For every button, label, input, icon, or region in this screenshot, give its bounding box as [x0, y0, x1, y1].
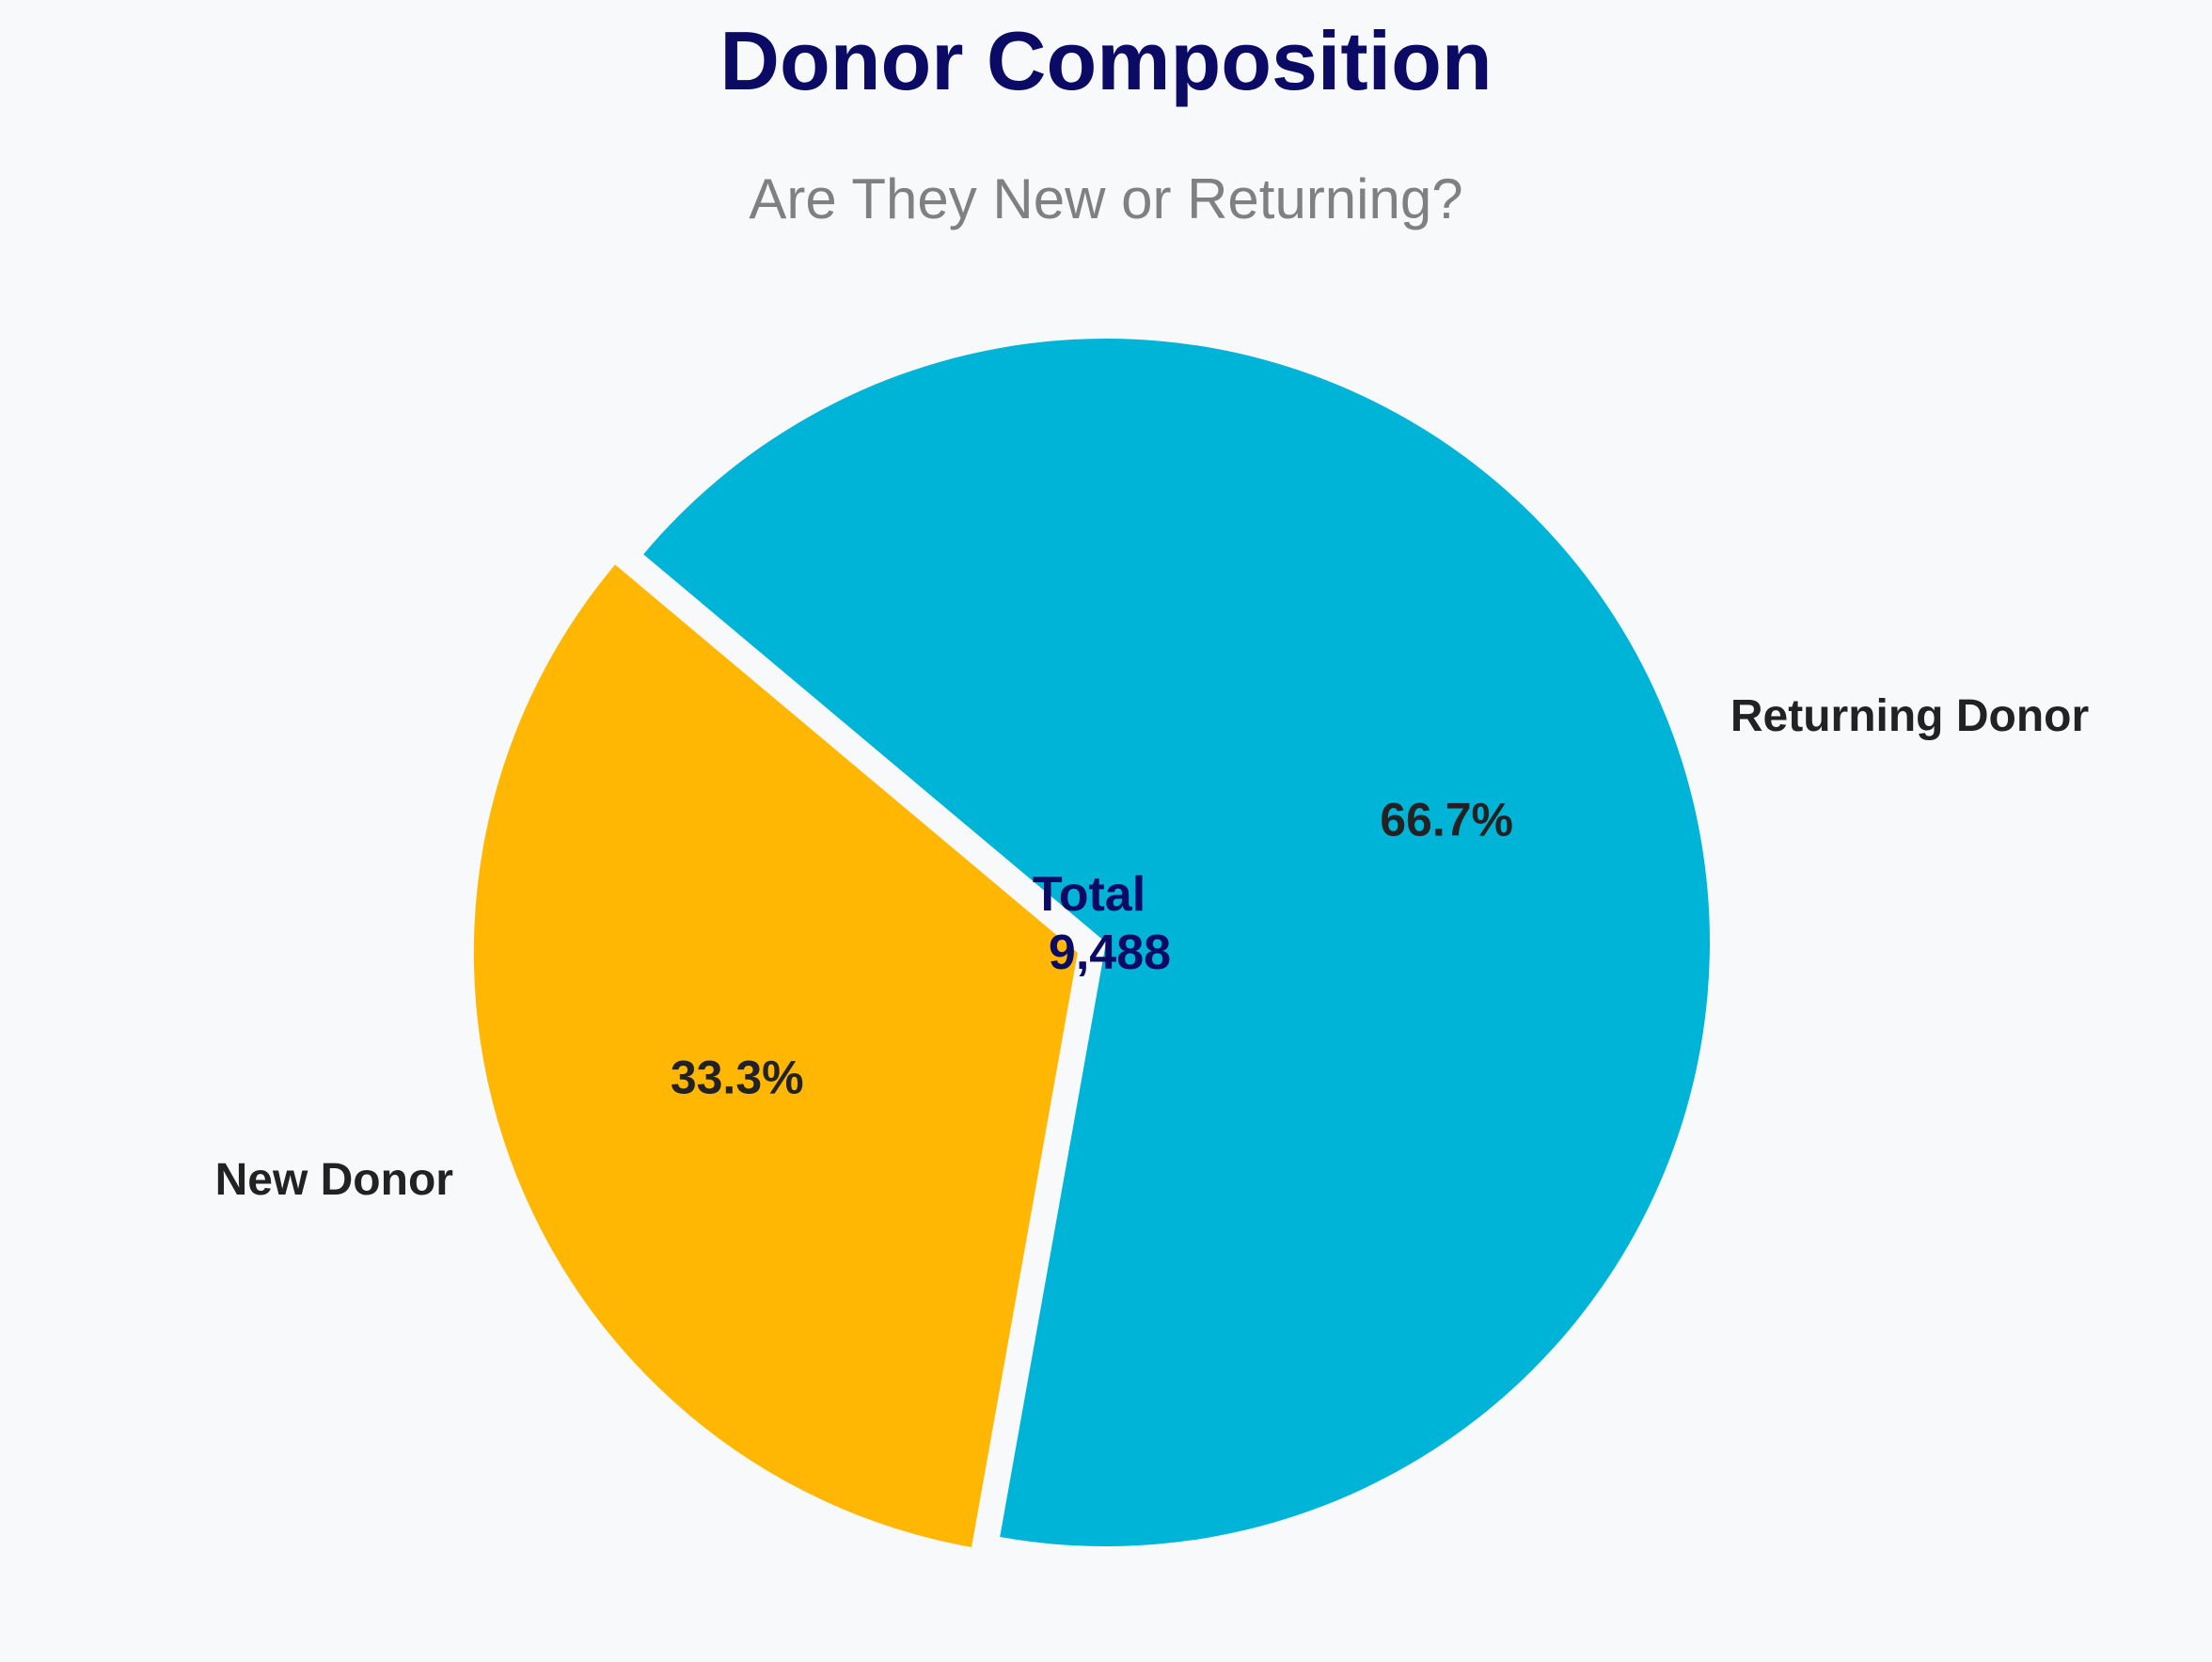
pie-slice-returning-donor — [643, 338, 1710, 1546]
center-total-label: Total — [1033, 867, 1146, 922]
chart-subtitle: Are They New or Returning? — [749, 167, 1462, 230]
slice-percent-label: 33.3% — [671, 1051, 804, 1103]
slice-category-label: Returning Donor — [1730, 691, 2089, 741]
pie-labels: 33.3% New Donor 66.7% Returning Donor — [215, 691, 2090, 1205]
pie-slices — [473, 338, 1710, 1547]
slice-percent-label: 66.7% — [1380, 794, 1513, 847]
pie-slice-new-donor — [473, 564, 1078, 1547]
center-total-value: 9,488 — [1049, 926, 1171, 980]
chart-title: Donor Composition — [719, 14, 1492, 107]
slice-category-label: New Donor — [215, 1155, 453, 1205]
